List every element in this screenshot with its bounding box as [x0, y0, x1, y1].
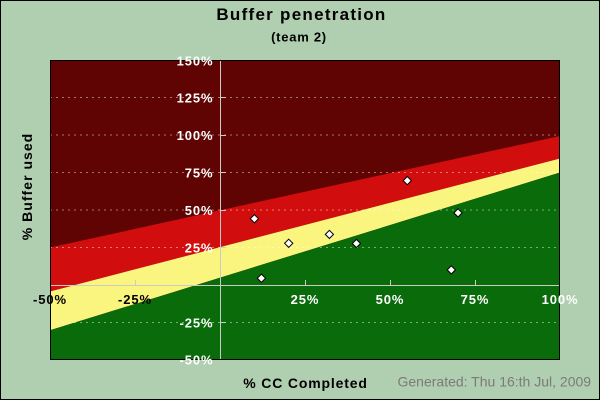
svg-text:50%: 50% — [376, 292, 405, 307]
svg-text:100%: 100% — [542, 292, 579, 307]
svg-text:% CC Completed: % CC Completed — [243, 375, 367, 391]
svg-text:-25%: -25% — [180, 316, 214, 331]
svg-text:50%: 50% — [185, 203, 214, 218]
svg-text:-50%: -50% — [180, 353, 214, 368]
svg-text:(team 2): (team 2) — [271, 30, 327, 45]
svg-text:25%: 25% — [291, 292, 320, 307]
svg-text:25%: 25% — [185, 241, 214, 256]
svg-text:% Buffer used: % Buffer used — [19, 133, 35, 241]
svg-text:100%: 100% — [177, 128, 214, 143]
svg-text:Buffer penetration: Buffer penetration — [216, 5, 386, 24]
svg-text:75%: 75% — [185, 166, 214, 181]
svg-text:150%: 150% — [177, 54, 214, 69]
svg-text:-50%: -50% — [33, 292, 67, 307]
svg-text:125%: 125% — [177, 91, 214, 106]
svg-text:75%: 75% — [461, 292, 490, 307]
svg-text:-25%: -25% — [118, 292, 152, 307]
svg-text:Generated: Thu 16:th Jul, 2009: Generated: Thu 16:th Jul, 2009 — [398, 374, 592, 390]
